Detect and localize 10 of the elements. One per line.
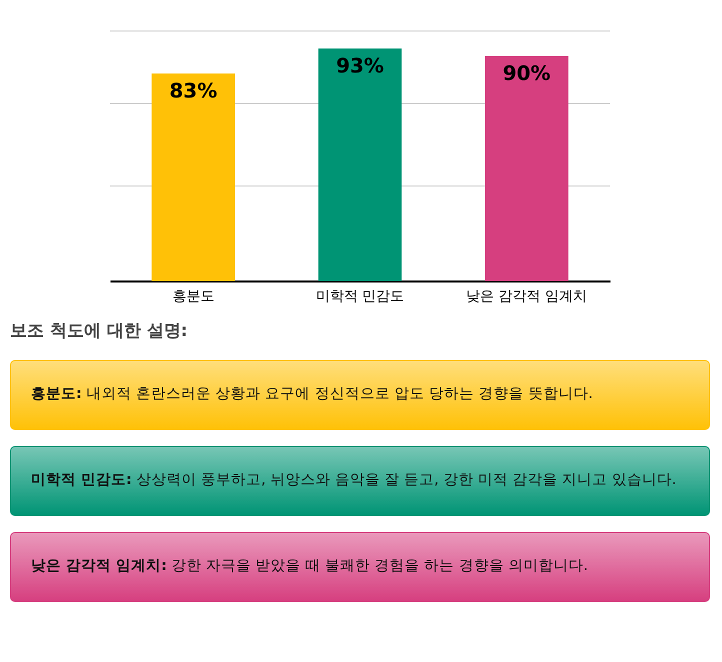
data-label: 93%	[336, 54, 384, 78]
text: 낮은 감각적 임계치: 강한 자극을 받았을 때 불쾌한 경험을 하는 경향을 의미합니다.	[10, 532, 710, 602]
text: 흥분도: 내외적 혼란스러운 상황과 요구에 정신적으로 압도 당하는 경향을 뜻합니다.	[10, 360, 710, 430]
text: 미학적 민감도: 상상력이 풍부하고, 뉘앙스와 음악을 잘 듣고, 강한 미적 감각을 지니고 있습니다.	[10, 446, 710, 516]
x-tick-label: 흥분도	[172, 288, 214, 304]
data-label: 90%	[502, 61, 551, 85]
x-tick-label: 낮은 감각적 임계치	[466, 288, 588, 304]
text: 보조 척도에 대한 설명:	[10, 320, 189, 342]
x-tick-label: 미학적 민감도	[316, 288, 404, 304]
data-label: 83%	[169, 78, 218, 102]
